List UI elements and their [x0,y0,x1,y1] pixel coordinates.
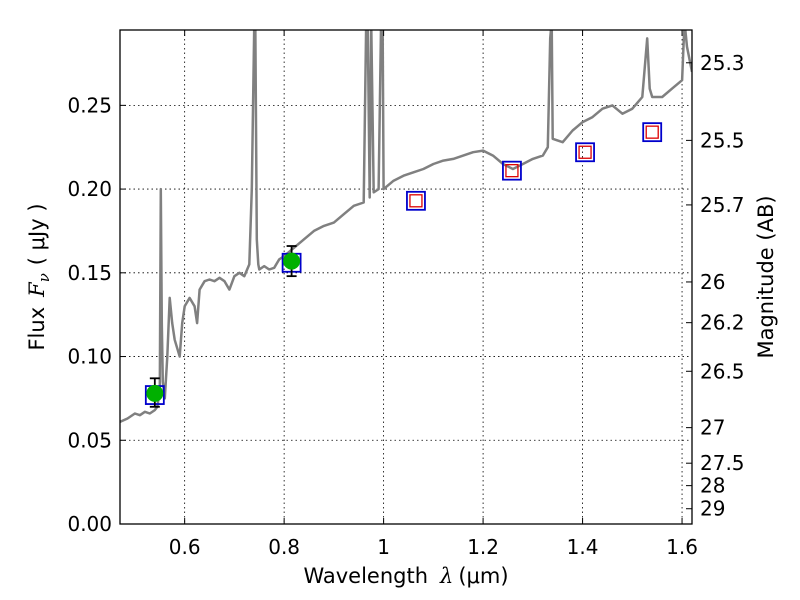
model-photometry-marker [575,142,595,163]
y-axis-symbol: F [25,281,49,298]
model-photometry-marker [502,160,522,181]
y-tick-label: 0.20 [67,177,112,201]
observed-photometry-marker [283,252,301,270]
magnitude-axis-title: Magnitude (AB) [754,195,778,358]
spectrum-layer [120,30,692,424]
model-photometry-inner-marker [645,125,659,139]
magnitude-tick-label: 29 [700,497,725,521]
y-axis-title: Flux Fν ( μJy ) [25,203,53,350]
magnitude-tick-label: 25.3 [700,51,745,75]
grid-lines [120,30,692,524]
model-photometry-inner-marker [409,194,423,208]
x-axis-ticks: 0.6 0.8 1 1.2 1.4 1.6 [169,30,698,559]
magnitude-tick-label: 27 [700,416,725,440]
x-tick-label: 1 [377,535,390,559]
y-axis-ticks: 0.00 0.05 0.10 0.15 0.20 0.25 [67,93,126,536]
y-tick-label: 0.05 [67,428,112,452]
magnitude-tick-label: 28 [700,474,725,498]
y-axis-label: Flux [25,307,49,351]
y-tick-label: 0.25 [67,93,112,117]
plot-frame [119,29,693,525]
model-photometry-inner-marker [505,164,519,178]
y-tick-label: 0.10 [67,345,112,369]
x-tick-label: 1.6 [666,535,698,559]
spectrum-line [120,30,692,424]
magnitude-tick-label: 25.5 [700,128,745,152]
model-photometry-marker [406,190,426,211]
x-axis-symbol: λ [439,564,453,588]
magnitude-tick-label: 27.5 [700,451,745,475]
y-axis-unit: ( μJy ) [25,203,49,265]
x-axis-title: Wavelength λ (μm) [303,564,508,588]
model-photometry-inner-marker [578,145,592,159]
x-tick-label: 0.6 [169,535,201,559]
magnitude-tick-label: 26.5 [700,359,745,383]
x-tick-label: 1.4 [567,535,599,559]
y-axis-subscript: ν [35,273,53,282]
model-photometry-marker [642,122,663,143]
x-tick-label: 1.2 [467,535,499,559]
observed-photometry-marker [146,384,164,402]
x-axis-label: Wavelength [303,564,428,588]
y-tick-label: 0.15 [67,261,112,285]
x-axis-unit: (μm) [458,564,508,588]
marker-layer [144,122,663,408]
magnitude-tick-label: 26 [700,270,725,294]
magnitude-tick-label: 26.2 [700,311,745,335]
y-tick-label: 0.00 [67,512,112,536]
x-tick-label: 0.8 [268,535,300,559]
magnitude-tick-label: 25.7 [700,193,745,217]
